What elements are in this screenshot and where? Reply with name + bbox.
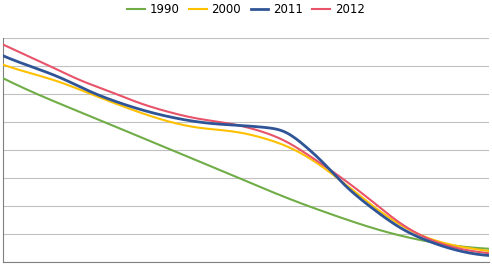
Legend: 1990, 2000, 2011, 2012: 1990, 2000, 2011, 2012 bbox=[123, 0, 369, 21]
